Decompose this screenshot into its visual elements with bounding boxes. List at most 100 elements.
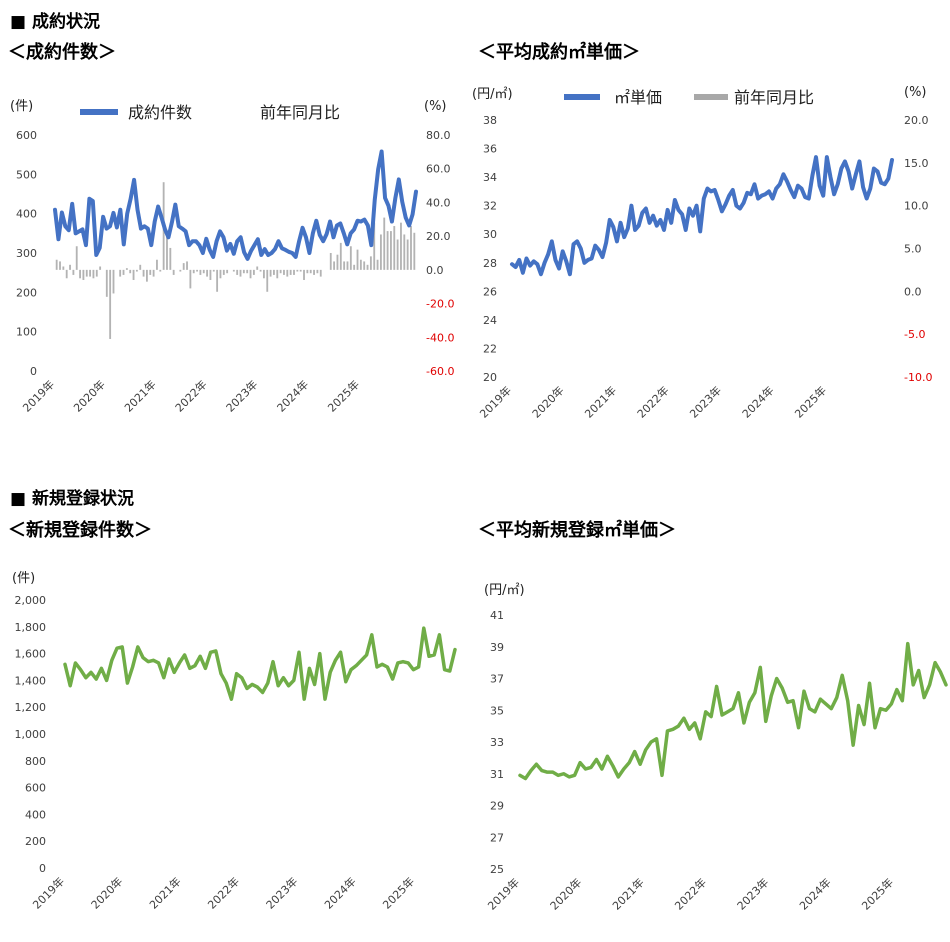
chart-title-contract-count: ＜成約件数＞ <box>8 42 116 63</box>
right-tick-label: 0.0 <box>904 285 922 298</box>
left-tick-label: 24 <box>483 314 497 327</box>
yoy-bar <box>79 269 81 279</box>
left-axis-unit: (円/㎡) <box>484 583 525 598</box>
yoy-bar <box>266 269 269 292</box>
legend-bar-label: 前年同月比 <box>260 103 340 122</box>
year-tick-label: 2021年 <box>146 874 183 911</box>
yoy-bar <box>62 266 65 270</box>
year-tick-label: 2023年 <box>734 875 771 912</box>
yoy-bar <box>216 269 219 292</box>
year-tick-label: 2020年 <box>547 875 584 912</box>
yoy-bar <box>119 269 122 277</box>
yoy-bar <box>112 269 115 294</box>
yoy-bar <box>386 231 389 270</box>
year-tick-label: 2019年 <box>30 874 67 911</box>
yoy-bar <box>89 269 92 277</box>
yoy-bar <box>125 268 128 270</box>
yoy-bar <box>393 226 396 270</box>
left-tick-label: 0 <box>30 365 37 378</box>
left-tick-label: 20 <box>483 371 497 384</box>
year-tick-label: 2022年 <box>634 383 671 420</box>
legend-line-label: 成約件数 <box>128 103 192 122</box>
yoy-bar <box>242 269 245 274</box>
yoy-bar <box>202 269 205 274</box>
chart-new-listing-count: (件) 0 200 400 600 800 1,000 1,200 1,400 1,600 1,80… <box>12 571 457 912</box>
left-tick-label: 100 <box>16 326 37 339</box>
left-axis-unit: (件) <box>10 99 33 114</box>
chart-contract-unit-price: (円/㎡) (%) 20 22 24 26 28 30 32 34 36 38 -10.0 -5.0 0.0… <box>472 85 932 421</box>
left-tick-label: 1,600 <box>15 648 47 661</box>
yoy-bar <box>146 269 148 282</box>
yoy-bar <box>199 269 202 275</box>
series-line <box>510 155 894 277</box>
series-line <box>63 626 457 701</box>
series-line <box>518 641 948 781</box>
right-tick-label: 20.0 <box>904 114 929 127</box>
left-tick-label: 600 <box>25 782 46 795</box>
yoy-bar <box>346 261 349 270</box>
yoy-bar <box>279 269 282 274</box>
right-tick-label: -60.0 <box>426 365 454 378</box>
yoy-bar <box>226 269 229 274</box>
yoy-bar <box>246 269 249 274</box>
year-tick-label: 2019年 <box>477 383 514 420</box>
chart-title-new-listing-unit-price: ＜平均新規登録㎡単価＞ <box>478 520 676 541</box>
left-tick-label: 400 <box>16 208 37 221</box>
yoy-bar <box>413 232 416 270</box>
right-tick-label: 40.0 <box>426 196 451 209</box>
yoy-bar <box>132 269 135 280</box>
yoy-bar <box>122 269 125 275</box>
yoy-bar <box>256 266 259 270</box>
legend-line-label: ㎡単価 <box>614 88 662 107</box>
yoy-bar <box>189 269 192 289</box>
yoy-bar <box>273 269 275 275</box>
yoy-bar <box>306 269 309 274</box>
year-tick-label: 2024年 <box>274 377 311 414</box>
yoy-bar <box>390 231 392 270</box>
yoy-bar <box>356 249 359 270</box>
yoy-bar <box>85 269 88 277</box>
yoy-bar <box>366 264 369 270</box>
year-tick-label: 2021年 <box>609 875 646 912</box>
yoy-bar <box>336 254 339 270</box>
right-tick-label: -20.0 <box>426 298 454 311</box>
year-tick-label: 2020年 <box>70 377 107 414</box>
left-tick-label: 39 <box>490 641 504 654</box>
left-tick-label: 500 <box>16 168 37 181</box>
yoy-bar <box>105 269 108 297</box>
yoy-bar <box>319 269 322 277</box>
right-axis-unit: (%) <box>904 85 927 100</box>
yoy-bar <box>92 269 95 279</box>
yoy-bar <box>383 217 386 270</box>
yoy-bar <box>299 269 302 272</box>
left-tick-label: 800 <box>25 755 46 768</box>
yoy-bar <box>166 236 168 270</box>
right-tick-label: -5.0 <box>904 328 925 341</box>
left-tick-label: 200 <box>25 835 46 848</box>
chart-title-contract-unit-price: ＜平均成約㎡単価＞ <box>478 42 640 63</box>
chart-title-new-listing-count: ＜新規登録件数＞ <box>8 520 152 541</box>
yoy-bar <box>379 234 382 270</box>
year-tick-label: 2024年 <box>739 383 776 420</box>
right-tick-label: -10.0 <box>904 371 932 384</box>
left-tick-label: 38 <box>483 114 497 127</box>
year-tick-label: 2022年 <box>672 875 709 912</box>
year-tick-label: 2022年 <box>172 377 209 414</box>
left-tick-label: 1,000 <box>15 728 47 741</box>
yoy-bar <box>286 269 289 277</box>
legend-bar-label: 前年同月比 <box>734 88 814 107</box>
yoy-bar <box>196 269 198 272</box>
left-tick-label: 200 <box>16 286 37 299</box>
yoy-bar <box>236 269 239 275</box>
yoy-bar <box>209 269 212 280</box>
yoy-bar <box>359 259 362 270</box>
yoy-bar <box>82 269 85 280</box>
yoy-bar <box>72 269 75 275</box>
year-tick-label: 2023年 <box>687 383 724 420</box>
yoy-bar <box>259 269 262 272</box>
yoy-bar <box>400 222 402 270</box>
yoy-bar <box>95 269 98 277</box>
yoy-bar <box>406 239 409 270</box>
left-tick-label: 30 <box>483 228 497 241</box>
left-tick-label: 36 <box>483 143 497 156</box>
